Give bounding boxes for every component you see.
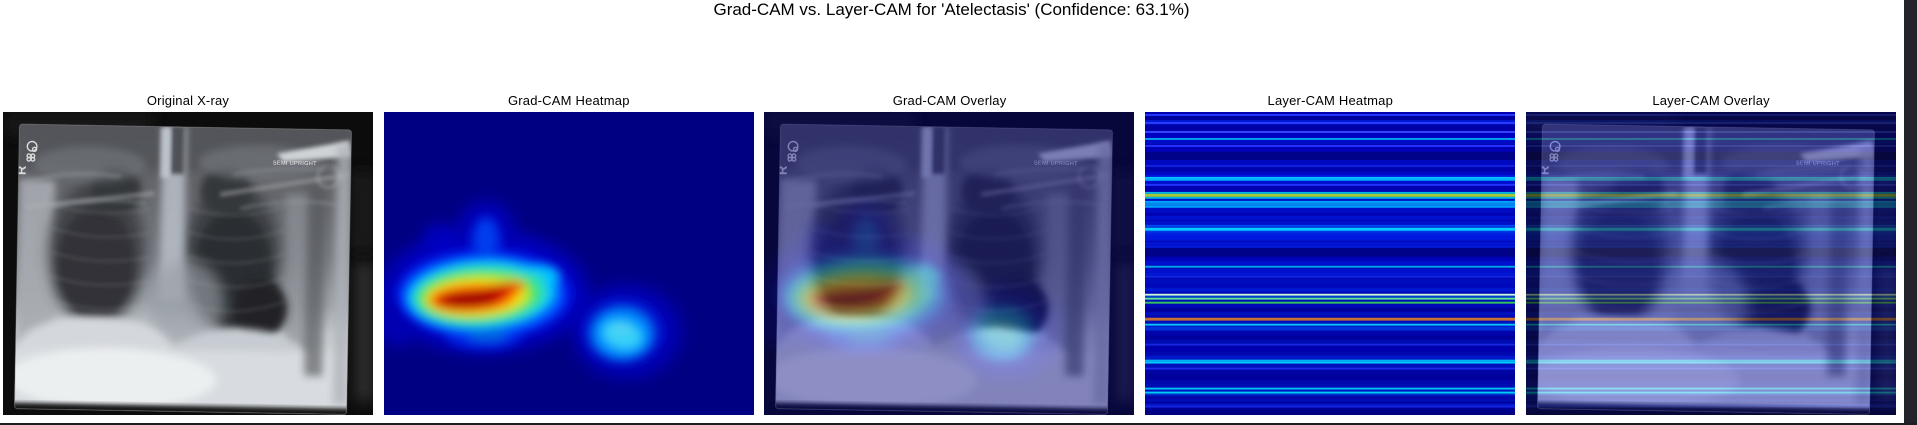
svg-text:SEMI UPRIGHT: SEMI UPRIGHT [273, 160, 317, 167]
svg-text:SEMI UPRIGHT: SEMI UPRIGHT [1034, 160, 1078, 167]
svg-text:R: R [13, 165, 28, 175]
svg-text:R: R [775, 165, 790, 175]
svg-text:R: R [1536, 165, 1551, 175]
svg-text:SEMI UPRIGHT: SEMI UPRIGHT [1796, 160, 1840, 167]
